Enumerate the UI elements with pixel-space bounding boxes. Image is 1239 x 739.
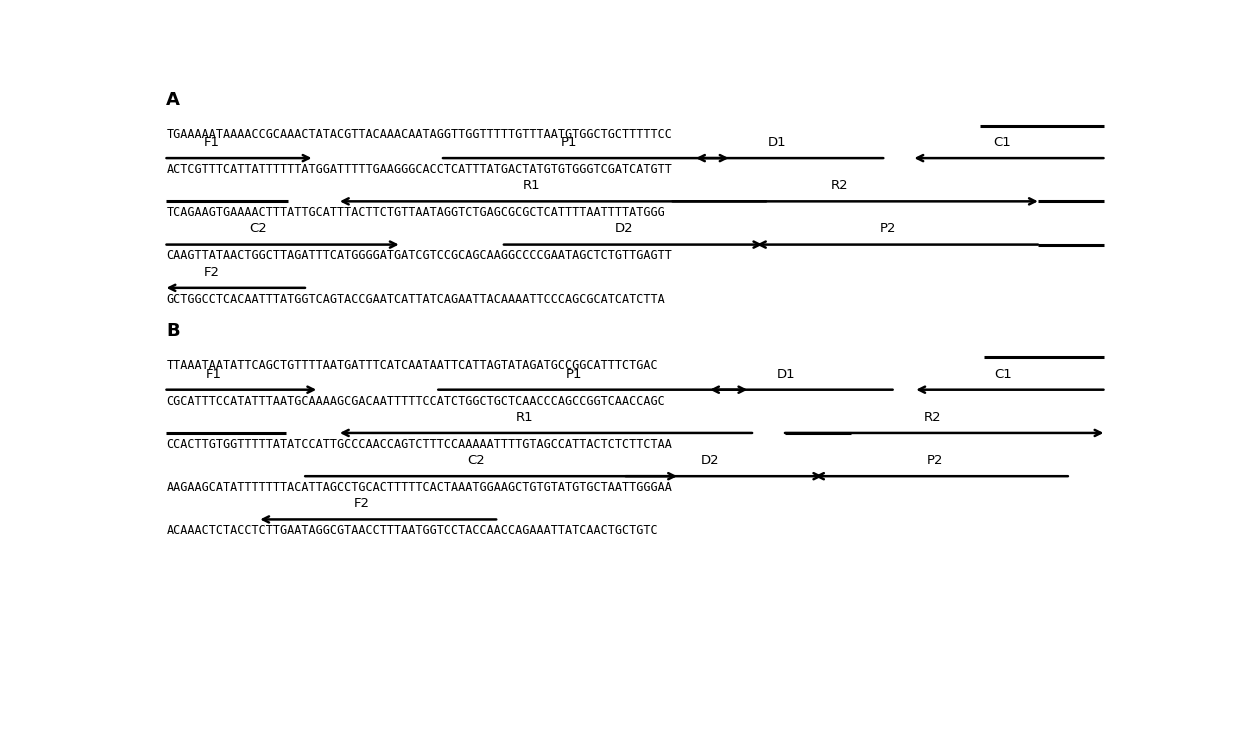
Text: R1: R1 (515, 411, 533, 424)
Text: GCTGGCCTCACAATTTATGGTCAGTACCGAATCATTATCAGAATTACAAAATTCCCAGCGCATCATCTTA: GCTGGCCTCACAATTTATGGTCAGTACCGAATCATTATCA… (166, 293, 665, 306)
Text: C1: C1 (995, 367, 1012, 381)
Text: F2: F2 (353, 497, 369, 511)
Text: F1: F1 (203, 136, 219, 149)
Text: TCAGAAGTGAAAACTTTATTGCATTTACTTCTGTTAATAGGTCTGAGCGCGCTCATTTTAATTTTATGGG: TCAGAAGTGAAAACTTTATTGCATTTACTTCTGTTAATAG… (166, 206, 665, 219)
Text: C1: C1 (994, 136, 1011, 149)
Text: TTAAATAATATTCAGCTGTTTTAATGATTTCATCAATAATTCATTAGTATAGATGCCGGCATTTCTGAC: TTAAATAATATTCAGCTGTTTTAATGATTTCATCAATAAT… (166, 359, 658, 372)
Text: P1: P1 (561, 136, 577, 149)
Text: D1: D1 (777, 367, 795, 381)
Text: R2: R2 (924, 411, 942, 424)
Text: P1: P1 (566, 367, 582, 381)
Text: F2: F2 (203, 266, 219, 279)
Text: TGAAAAATAAAACCGCAAACTATACGTTACAAACAATAGGTTGGTTTTTGTTTAATGTGGCTGCTTTTTCC: TGAAAAATAAAACCGCAAACTATACGTTACAAACAATAGG… (166, 128, 673, 140)
Text: P2: P2 (927, 454, 943, 467)
Text: CCACTTGTGGTTTTTATATCCATTGCCCAACCAGTCTTTCCAAAAATTTTGTAGCCATTACTCTCTTCTAA: CCACTTGTGGTTTTTATATCCATTGCCCAACCAGTCTTTC… (166, 437, 673, 451)
Text: D2: D2 (615, 222, 633, 236)
Text: R1: R1 (523, 180, 540, 192)
Text: P2: P2 (880, 222, 896, 236)
Text: F1: F1 (206, 367, 222, 381)
Text: D2: D2 (700, 454, 720, 467)
Text: C2: C2 (467, 454, 484, 467)
Text: C2: C2 (249, 222, 268, 236)
Text: R2: R2 (830, 180, 849, 192)
Text: AAGAAGCATATTTTTTTACATTAGCCTGCACTTTTTCACTAAATGGAAGCTGTGTATGTGCTAATTGGGAA: AAGAAGCATATTTTTTTACATTAGCCTGCACTTTTTCACT… (166, 481, 673, 494)
Text: D1: D1 (768, 136, 787, 149)
Text: B: B (166, 322, 180, 340)
Text: CAAGTTATAACTGGCTTAGATTTCATGGGGATGATCGTCCGCAGCAAGGCCCCGAATAGCTCTGTTGAGTT: CAAGTTATAACTGGCTTAGATTTCATGGGGATGATCGTCC… (166, 250, 673, 262)
Text: CGCATTTCCATATTTAATGCAAAAGCGACAATTTTTCCATCTGGCTGCTCAACCCAGCCGGTCAACCAGC: CGCATTTCCATATTTAATGCAAAAGCGACAATTTTTCCAT… (166, 395, 665, 408)
Text: ACAAACTCTACCTCTTGAATAGGCGTAACCTTTAATGGTCCTACCAACCAGAAATTATCAACTGCTGTC: ACAAACTCTACCTCTTGAATAGGCGTAACCTTTAATGGTC… (166, 524, 658, 537)
Text: ACTCGTTTCATTATTTTTTATGGATTTTTGAAGGGCACCTCATTTATGACTATGTGTGGGTCGATCATGTT: ACTCGTTTCATTATTTTTTATGGATTTTTGAAGGGCACCT… (166, 163, 673, 176)
Text: A: A (166, 91, 180, 109)
